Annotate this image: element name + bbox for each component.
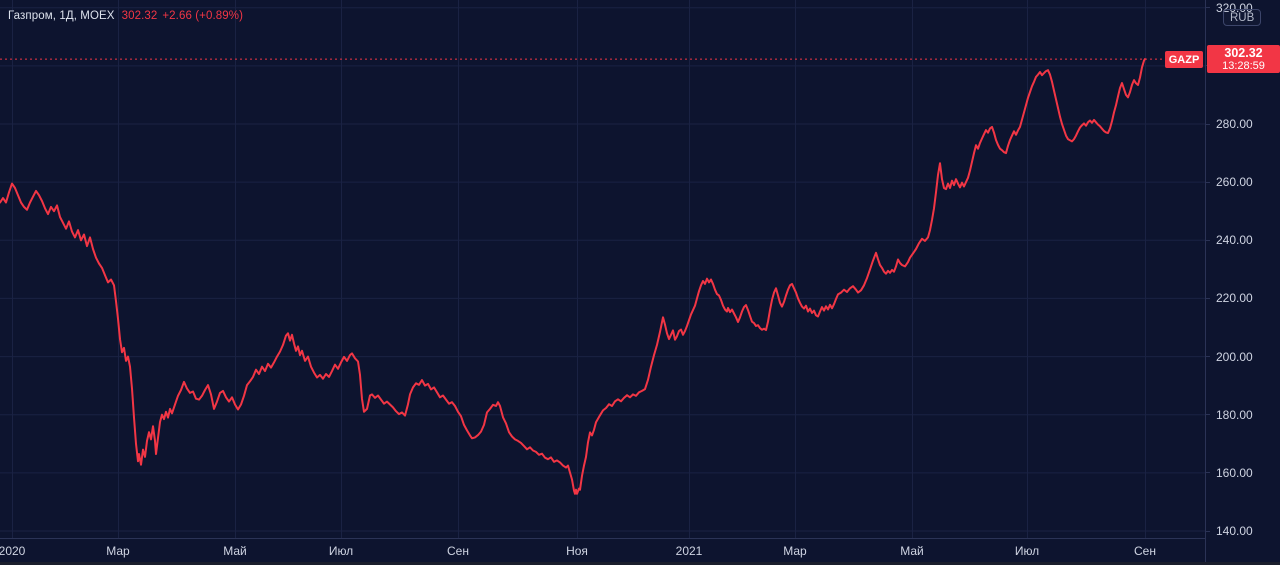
price-axis-label: 220.00 — [1216, 291, 1253, 305]
price-axis-tick — [1206, 124, 1210, 125]
legend-symbol-title: Газпром, 1Д, MOEX — [8, 10, 115, 22]
legend-change: +2.66 (+0.89%) — [162, 10, 244, 22]
last-price-flag: 302.32 13:28:59 — [1207, 45, 1280, 73]
price-line-chart — [0, 0, 1205, 538]
price-axis-label: 260.00 — [1216, 175, 1253, 189]
price-axis-label: 280.00 — [1216, 117, 1253, 131]
price-axis-label: 180.00 — [1216, 408, 1253, 422]
price-axis-tick — [1206, 7, 1210, 8]
price-axis-label: 160.00 — [1216, 466, 1253, 480]
price-axis-tick — [1206, 472, 1210, 473]
time-axis-label: Сен — [447, 544, 469, 558]
time-axis-label: Июл — [1014, 544, 1040, 558]
price-axis[interactable]: RUB 302.32 13:28:59 140.00 160.00 180.00 20… — [1205, 0, 1280, 565]
countdown-timer: 13:28:59 — [1222, 60, 1265, 72]
time-axis-label: Сен — [1134, 544, 1156, 558]
last-price-value: 302.32 — [1224, 46, 1263, 60]
price-axis-tick — [1206, 356, 1210, 357]
price-axis-label: 200.00 — [1216, 350, 1253, 364]
time-axis-label: Май — [900, 544, 924, 558]
chart-legend[interactable]: Газпром, 1Д, MOEX 302.32 +2.66 (+0.89%) — [8, 10, 243, 22]
price-axis-tick — [1206, 240, 1210, 241]
chart-plot-area[interactable]: Газпром, 1Д, MOEX 302.32 +2.66 (+0.89%) GA… — [0, 0, 1205, 538]
time-axis-label: Мар — [783, 544, 807, 558]
legend-last-price: 302.32 — [121, 10, 158, 22]
price-series-line — [0, 58, 1146, 495]
price-axis-tick — [1206, 531, 1210, 532]
time-axis-label: 2020 — [0, 544, 26, 558]
time-axis-label: Июл — [328, 544, 354, 558]
time-axis-label: Май — [223, 544, 247, 558]
time-axis-label: Ноя — [566, 544, 588, 558]
price-axis-label: 140.00 — [1216, 524, 1253, 538]
window-bottom-edge — [0, 562, 1280, 565]
currency-badge[interactable]: RUB — [1223, 9, 1262, 26]
symbol-price-flag: GAZP — [1165, 51, 1203, 68]
price-axis-label: 240.00 — [1216, 233, 1253, 247]
price-axis-tick — [1206, 414, 1210, 415]
time-axis-label: 2021 — [675, 544, 703, 558]
price-axis-tick — [1206, 298, 1210, 299]
time-axis-label: Мар — [106, 544, 130, 558]
time-axis[interactable]: 2020 Мар Май Июл Сен Ноя 2021 Мар Май Июл Сен — [0, 538, 1205, 565]
price-axis-tick — [1206, 182, 1210, 183]
